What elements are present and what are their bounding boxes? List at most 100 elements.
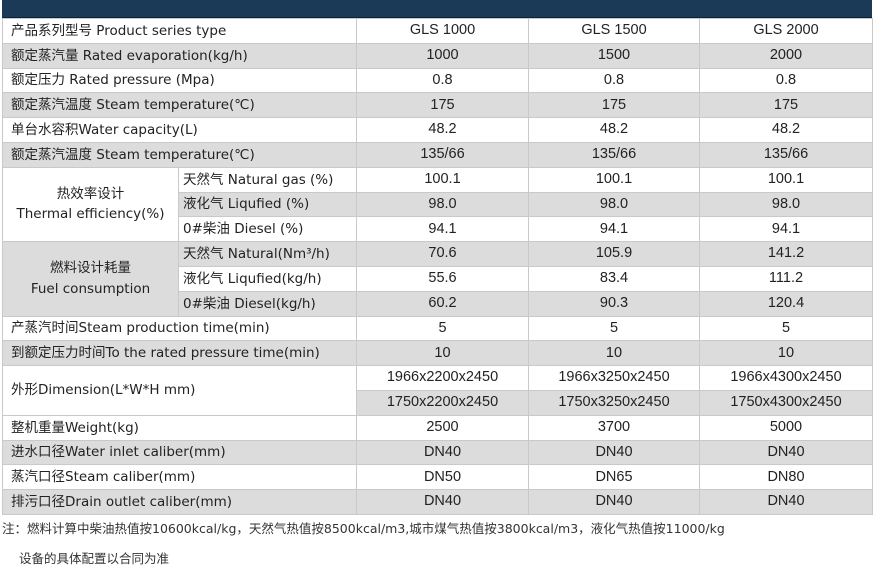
sub-label: 天然气 Natural gas (%): [178, 166, 357, 193]
table-row: 液化气 Liqufied (%) 98.0 98.0 98.0: [3, 191, 873, 218]
cell-value: 135/66: [356, 141, 529, 168]
row-label: 产蒸汽时间Steam production time(min): [2, 315, 357, 342]
cell-value: 98.0: [528, 191, 700, 218]
sub-label: 液化气 Liqufied(kg/h): [178, 265, 357, 292]
cell-value: 48.2: [528, 117, 700, 143]
cell-value: 98.0: [699, 191, 873, 218]
sub-label: 液化气 Liqufied (%): [178, 191, 357, 218]
cell-value: 120.4: [699, 290, 873, 317]
row-label: 蒸汽口径Steam caliber(mm): [2, 464, 357, 491]
model-header: GLS 2000: [699, 18, 873, 44]
cell-value: 100.1: [699, 166, 873, 193]
cell-value: 5: [699, 315, 873, 342]
cell-value: 48.2: [699, 117, 873, 143]
sub-label: 天然气 Natural(Nm³/h): [178, 241, 357, 267]
cell-value: 1966x4300x2450: [699, 365, 873, 391]
cell-value: 10: [699, 340, 873, 367]
table-row: 额定蒸汽量 Rated evaporation(kg/h) 1000 1500 …: [2, 42, 873, 69]
cell-value: DN40: [356, 489, 529, 515]
footnote: 注：燃料计算中柴油热值按10600kcal/kg，天然气热值按8500kcal/…: [2, 521, 725, 536]
cell-value: 0.8: [528, 67, 700, 94]
cell-value: 94.1: [528, 216, 700, 243]
table-row: 单台水容积Water capacity(L) 48.2 48.2 48.2: [2, 117, 873, 143]
cell-value: 1750x4300x2450: [699, 389, 873, 416]
table-row: 额定压力 Rated pressure (Mpa) 0.8 0.8 0.8: [2, 67, 873, 94]
cell-value: 94.1: [699, 216, 873, 243]
cell-value: 3700: [528, 414, 700, 441]
cell-value: 5000: [699, 414, 873, 441]
cell-value: 100.1: [356, 166, 529, 193]
cell-value: 55.6: [356, 265, 529, 292]
cell-value: DN40: [699, 439, 873, 466]
table-row: 液化气 Liqufied(kg/h) 55.6 83.4 111.2: [3, 265, 873, 292]
row-label: 到额定压力时间To the rated pressure time(min): [2, 340, 357, 367]
table-row: 进水口径Water inlet caliber(mm) DN40 DN40 DN…: [2, 439, 873, 466]
row-label: 单台水容积Water capacity(L): [2, 117, 357, 143]
thermal-group-label: 热效率设计 Thermal efficiency(%): [2, 166, 179, 243]
row-label: 进水口径Water inlet caliber(mm): [2, 439, 357, 466]
cell-value: 135/66: [528, 141, 700, 168]
cell-value: 1750x3250x2450: [528, 389, 700, 416]
table-row: 产蒸汽时间Steam production time(min) 5 5 5: [2, 315, 873, 342]
sub-label: 0#柴油 Diesel (%): [178, 216, 357, 243]
cell-value: 10: [356, 340, 529, 367]
cell-value: 175: [528, 92, 700, 119]
cell-value: 1966x2200x2450: [356, 365, 529, 391]
row-label: 额定蒸汽温度 Steam temperature(℃): [2, 92, 357, 119]
row-label: 整机重量Weight(kg): [2, 414, 357, 441]
table-row: 燃料设计耗量 Fuel consumption 天然气 Natural(Nm³/…: [2, 241, 873, 317]
cell-value: 1966x3250x2450: [528, 365, 700, 391]
dimension-label: 外形Dimension(L*W*H mm): [2, 365, 357, 416]
cell-value: 135/66: [699, 141, 873, 168]
cell-value: DN40: [699, 489, 873, 515]
cell-value: 111.2: [699, 265, 873, 292]
cell-value: 105.9: [528, 241, 700, 267]
table-row: 外形Dimension(L*W*H mm) 1966x2200x2450 196…: [2, 365, 873, 416]
cell-value: DN40: [528, 439, 700, 466]
table-row: 0#柴油 Diesel(kg/h) 60.2 90.3 120.4: [3, 290, 873, 317]
cell-value: 2500: [356, 414, 529, 441]
cell-value: 60.2: [356, 290, 529, 317]
cell-value: DN50: [356, 464, 529, 491]
cell-value: 5: [528, 315, 700, 342]
cell-value: DN65: [528, 464, 700, 491]
cell-value: 141.2: [699, 241, 873, 267]
spec-table: 产品系列型号 Product series type GLS 1000 GLS …: [2, 18, 873, 515]
cell-value: 48.2: [356, 117, 529, 143]
cell-value: 90.3: [528, 290, 700, 317]
table-row: 整机重量Weight(kg) 2500 3700 5000: [2, 414, 873, 441]
row-label: 额定压力 Rated pressure (Mpa): [2, 67, 357, 94]
cell-value: 100.1: [528, 166, 700, 193]
fuel-group-label: 燃料设计耗量 Fuel consumption: [2, 241, 179, 317]
cell-value: 70.6: [356, 241, 529, 267]
cell-value: 1000: [356, 42, 529, 69]
row-label: 额定蒸汽量 Rated evaporation(kg/h): [2, 42, 357, 69]
cell-value: 98.0: [356, 191, 529, 218]
header-bar: [2, 0, 872, 18]
cell-value: 1500: [528, 42, 700, 69]
header-label: 产品系列型号 Product series type: [2, 18, 357, 44]
cell-value: 83.4: [528, 265, 700, 292]
model-header: GLS 1000: [356, 18, 529, 44]
fuel-title-en: Fuel consumption: [30, 280, 151, 297]
table-row: 到额定压力时间To the rated pressure time(min) 1…: [2, 340, 873, 367]
table-header-row: 产品系列型号 Product series type GLS 1000 GLS …: [2, 18, 873, 44]
cell-value: 2000: [699, 42, 873, 69]
table-row: 额定蒸汽温度 Steam temperature(℃) 135/66 135/6…: [2, 141, 873, 168]
cell-value: 94.1: [356, 216, 529, 243]
cell-value: 10: [528, 340, 700, 367]
table-row: 蒸汽口径Steam caliber(mm) DN50 DN65 DN80: [2, 464, 873, 491]
footnote-contract: 设备的具体配置以合同为准: [19, 551, 170, 566]
row-label: 额定蒸汽温度 Steam temperature(℃): [2, 141, 357, 168]
cell-value: 1750x2200x2450: [356, 389, 529, 416]
cell-value: DN80: [699, 464, 873, 491]
table-row: 排污口径Drain outlet caliber(mm) DN40 DN40 D…: [2, 489, 873, 515]
fuel-title-cn: 燃料设计耗量: [50, 259, 131, 276]
table-row: 额定蒸汽温度 Steam temperature(℃) 175 175 175: [2, 92, 873, 119]
cell-value: 0.8: [356, 67, 529, 94]
cell-value: 175: [699, 92, 873, 119]
table-row: 热效率设计 Thermal efficiency(%) 天然气 Natural …: [2, 166, 873, 243]
cell-value: 0.8: [699, 67, 873, 94]
cell-value: 175: [356, 92, 529, 119]
sub-label: 0#柴油 Diesel(kg/h): [178, 290, 357, 317]
